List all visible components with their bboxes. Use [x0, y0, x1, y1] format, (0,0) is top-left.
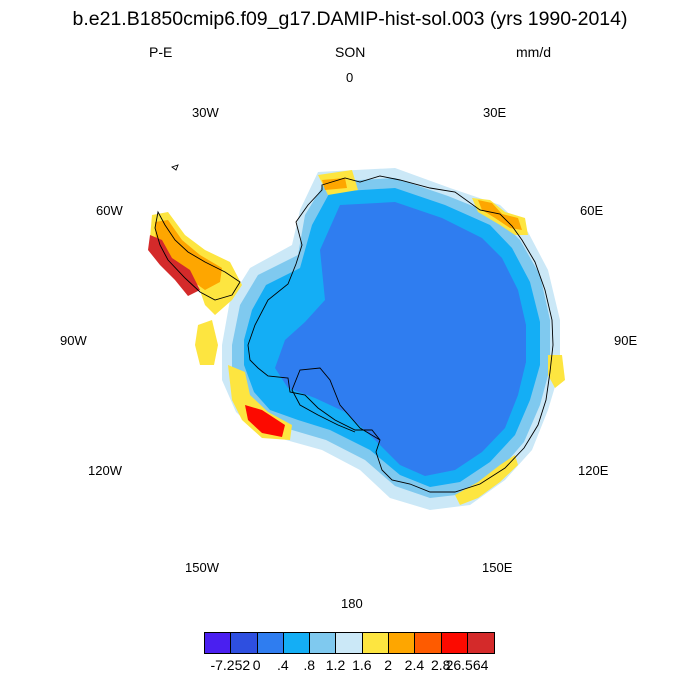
colorbar-swatch	[257, 633, 284, 653]
coastal-positive-cells	[148, 170, 565, 505]
colorbar-swatch	[336, 633, 363, 653]
units-label: mm/d	[516, 44, 551, 60]
colorbar-label: .8	[303, 657, 316, 673]
coastline-path	[247, 175, 554, 493]
colorbar-swatch	[205, 633, 232, 653]
colorbar-label: .4	[277, 657, 289, 673]
colorbar-label: 2.8	[430, 657, 451, 673]
lon-label-0: 0	[346, 70, 354, 85]
colorbar-label: 26.564	[445, 657, 489, 673]
lon-label-180: 180	[341, 596, 363, 611]
peninsula-coastline	[154, 210, 241, 301]
lon-label-120e: 120E	[578, 463, 609, 478]
lon-label-150e: 150E	[482, 560, 513, 575]
colorbar-swatch	[389, 633, 416, 653]
colorbar-swatch	[441, 633, 468, 653]
west-coast-yellow-cells	[195, 320, 218, 365]
colorbar-label: 1.6	[352, 657, 372, 673]
dronning-maud-orange-cells	[322, 178, 347, 190]
lon-label-150w: 150W	[185, 560, 219, 575]
season-label: SON	[335, 44, 366, 60]
colorbar-swatch	[362, 633, 390, 653]
colorbar-label: 2.4	[404, 657, 425, 673]
peninsula-orange-cells	[155, 220, 222, 290]
colorbar-label: 1.2	[325, 657, 346, 673]
small-island	[171, 164, 179, 171]
lon-label-90e: 90E	[614, 333, 638, 348]
enderby-orange-cells	[478, 200, 522, 230]
coastline	[154, 164, 554, 493]
colorbar-swatch	[231, 633, 258, 653]
colorbar-swatch	[415, 633, 442, 653]
amundsen-red-cells	[245, 405, 285, 437]
lon-label-90w: 90W	[60, 333, 87, 348]
colorbar-label: 2	[384, 657, 392, 673]
lon-label-60w: 60W	[96, 203, 123, 218]
lon-label-120w: 120W	[88, 463, 122, 478]
colorbar	[204, 632, 496, 654]
field-interior	[275, 202, 526, 476]
east-coast-yellow-cells	[548, 355, 565, 388]
blue-interior	[275, 202, 526, 476]
lon-label-30w: 30W	[192, 105, 219, 120]
colorbar-swatch	[310, 633, 337, 653]
colorbar-swatch	[467, 633, 495, 653]
peninsula-red-cells	[148, 235, 200, 296]
lon-label-30e: 30E	[483, 105, 507, 120]
chart-title: b.e21.B1850cmip6.f09_g17.DAMIP-hist-sol.…	[72, 8, 628, 30]
colorbar-label: -7.252	[210, 657, 251, 673]
variable-label: P-E	[149, 44, 173, 60]
colorbar-label: 0	[252, 657, 261, 673]
lon-label-60e: 60E	[580, 203, 604, 218]
colorbar-swatch	[283, 633, 311, 653]
